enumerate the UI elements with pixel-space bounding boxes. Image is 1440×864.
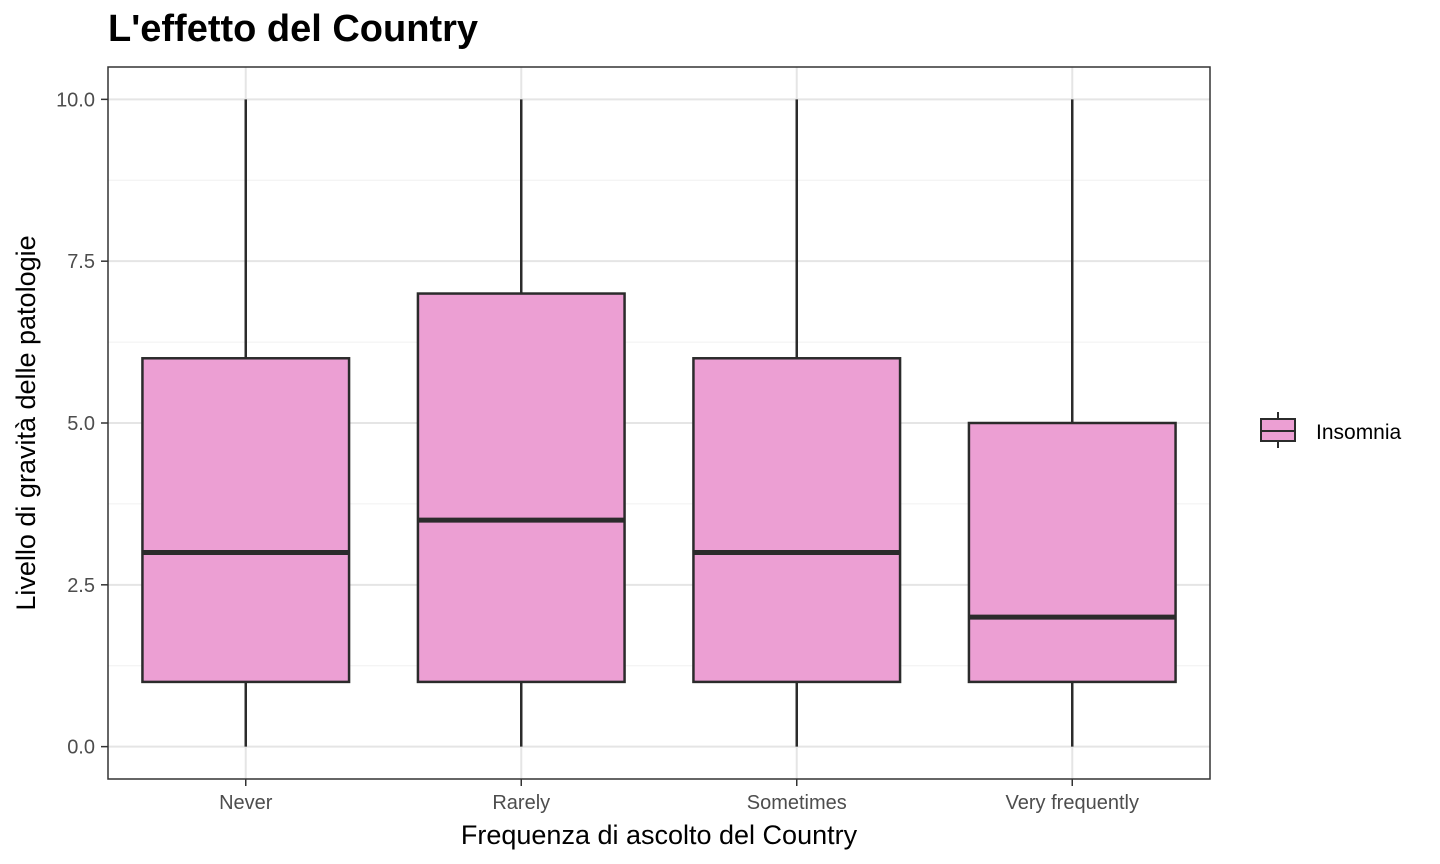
y-axis-title: Livello di gravità delle patologie bbox=[11, 235, 41, 610]
box-body bbox=[967, 421, 1177, 684]
y-tick-label: 0.0 bbox=[67, 737, 95, 759]
box-body bbox=[141, 357, 351, 684]
y-tick-label: 2.5 bbox=[67, 575, 95, 597]
x-tick-label: Very frequently bbox=[1006, 792, 1139, 814]
box-never bbox=[141, 99, 351, 747]
box-body bbox=[692, 357, 902, 684]
x-tick-label: Rarely bbox=[492, 792, 550, 814]
y-tick-label: 7.5 bbox=[67, 251, 95, 273]
box-layer bbox=[141, 99, 1177, 747]
legend-item: Insomnia bbox=[1260, 412, 1402, 448]
legend-label: Insomnia bbox=[1316, 421, 1402, 444]
y-tick-label: 5.0 bbox=[67, 413, 95, 435]
y-axis: 0.0 2.5 5.0 7.5 10.0 bbox=[56, 89, 108, 759]
chart-title: L'effetto del Country bbox=[108, 8, 479, 50]
x-tick-label: Never bbox=[219, 792, 273, 814]
box-rarely bbox=[416, 99, 626, 747]
box-very-frequently bbox=[967, 99, 1177, 747]
x-axis-title: Frequenza di ascolto del Country bbox=[461, 820, 858, 850]
x-axis: Never Rarely Sometimes Very frequently bbox=[219, 779, 1139, 814]
legend: Insomnia bbox=[1260, 412, 1402, 448]
x-tick-label: Sometimes bbox=[747, 792, 847, 814]
box-body bbox=[416, 292, 626, 684]
box-sometimes bbox=[692, 99, 902, 747]
y-tick-label: 10.0 bbox=[56, 89, 95, 111]
